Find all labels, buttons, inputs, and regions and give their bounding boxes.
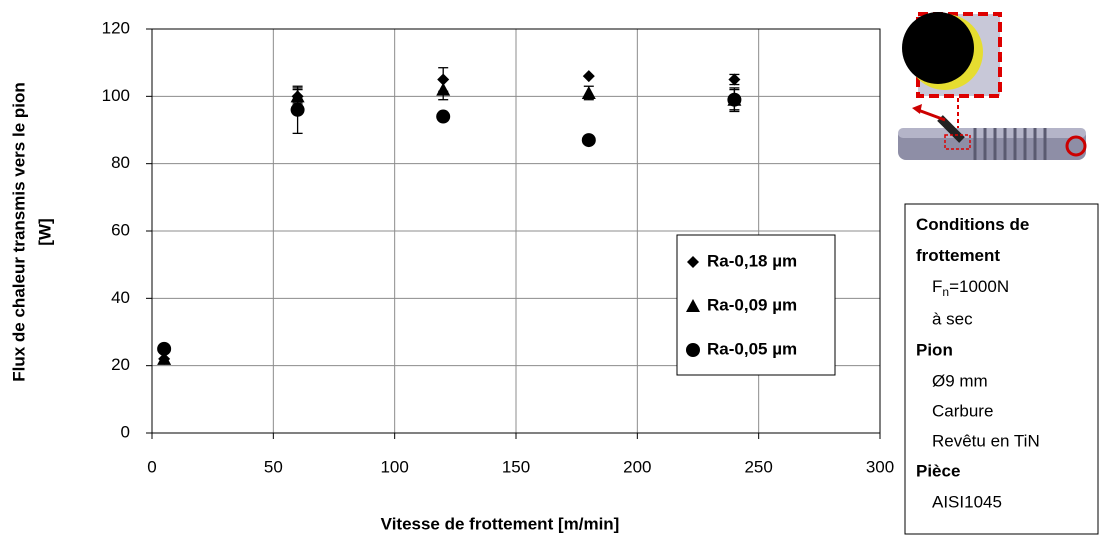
conditions: Conditions de frottement Fn=1000N à sec Pion… <box>916 215 1040 511</box>
point <box>157 351 172 365</box>
legend: Ra-0,18 µm Ra-0,09 µm Ra-0,05 µm <box>676 234 836 376</box>
y-tick-label: 120 <box>102 18 130 37</box>
x-tick-label: 150 <box>502 457 530 476</box>
point <box>436 109 451 124</box>
section-title: Pièce <box>916 461 960 480</box>
x-tick-label: 0 <box>147 457 156 476</box>
point <box>582 70 595 83</box>
condition-line: à sec <box>932 309 973 328</box>
fn-sub: n <box>942 285 949 299</box>
point <box>157 341 172 356</box>
y-tick-label: 20 <box>111 355 130 374</box>
condition-line: Carbure <box>932 401 993 420</box>
y-tick-label: 40 <box>111 288 130 307</box>
x-tick-label: 50 <box>264 457 283 476</box>
y-tick-label: 80 <box>111 153 130 172</box>
section-title: Pion <box>916 340 953 359</box>
y-tick-label: 0 <box>121 422 130 441</box>
condition-line: Revêtu en TiN <box>932 431 1040 450</box>
fn-rest: =1000N <box>949 277 1009 296</box>
fn: Fn=1000N <box>932 277 1009 299</box>
conditions-title: Conditions de frottement <box>916 215 1029 265</box>
y-axis-label: Flux de chaleur transmis vers le pion <box>9 82 28 382</box>
y-tick-label: 100 <box>102 86 130 105</box>
legend-marker <box>687 256 699 268</box>
y-tick-label: 60 <box>111 220 130 239</box>
fn-base: F <box>932 277 942 296</box>
line: frottement <box>916 246 1000 265</box>
point <box>290 102 305 117</box>
y-axis-label: [W] <box>35 218 54 245</box>
line: Conditions de <box>916 215 1029 234</box>
point <box>727 92 742 107</box>
x-axis-label: Vitesse de frottement [m/min] <box>381 514 620 533</box>
x-tick-label: 300 <box>866 457 894 476</box>
illustration <box>898 12 1087 160</box>
point <box>581 133 596 148</box>
condition-line: Ø9 mm <box>932 371 988 390</box>
plot-border <box>151 28 881 434</box>
x-tick-label: 250 <box>744 457 772 476</box>
point <box>436 82 451 96</box>
point <box>728 73 741 86</box>
conditions-box <box>904 203 1099 535</box>
legend-label: Ra-0,18 µm <box>707 251 797 270</box>
legend-marker <box>686 299 700 312</box>
point <box>581 85 596 99</box>
plot: 0 20 40 60 80 100 120 0 50 100 150 200 250 300 Ra-0,18… <box>102 18 895 476</box>
legend-box <box>676 234 836 376</box>
x-tick-label: 200 <box>623 457 651 476</box>
legend-label: Ra-0,09 µm <box>707 295 797 314</box>
x-tick-label: 100 <box>380 457 408 476</box>
condition-line: AISI1045 <box>932 492 1002 511</box>
legend-label: Ra-0,05 µm <box>707 339 797 358</box>
legend-marker <box>686 343 700 357</box>
